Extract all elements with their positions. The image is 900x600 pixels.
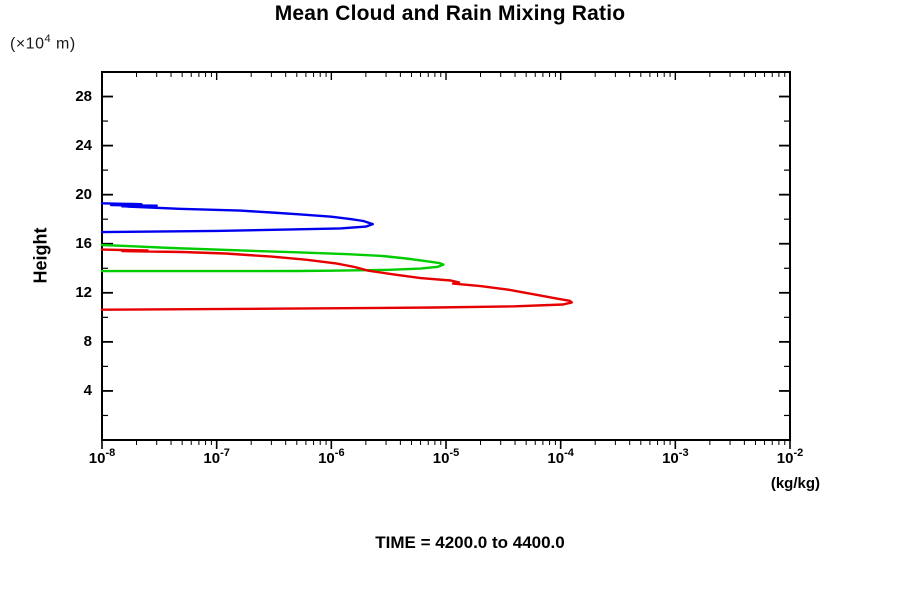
y-unit-exponent: 4 bbox=[44, 33, 52, 45]
series-red-curve bbox=[100, 248, 573, 311]
chart-title: Mean Cloud and Rain Mixing Ratio bbox=[274, 2, 626, 25]
series-blue-curve bbox=[100, 202, 374, 234]
y-axis-unit-label: (×104 m) bbox=[10, 33, 76, 53]
plot-border bbox=[101, 71, 791, 441]
time-caption: TIME = 4200.0 to 4400.0 bbox=[375, 533, 565, 552]
y-unit-suffix: m) bbox=[51, 35, 76, 53]
x-axis-unit-label: (kg/kg) bbox=[770, 475, 820, 492]
series-green-curve bbox=[100, 243, 445, 273]
y-unit-prefix: (×10 bbox=[10, 35, 45, 53]
